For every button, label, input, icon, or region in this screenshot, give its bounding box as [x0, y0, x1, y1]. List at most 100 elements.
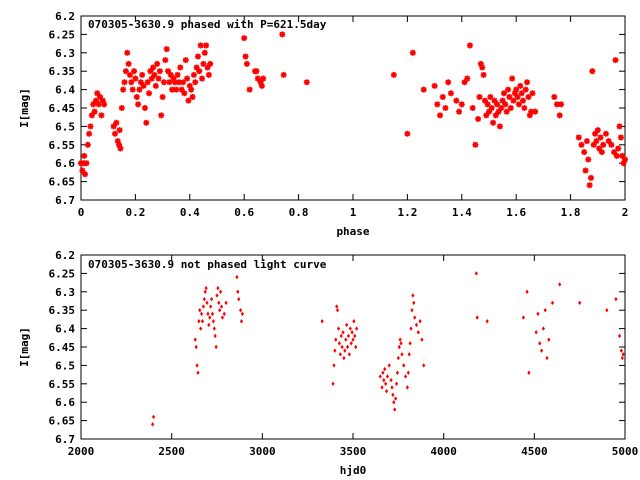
data-point	[345, 344, 350, 350]
data-point	[188, 86, 195, 93]
data-point	[469, 105, 476, 111]
data-point	[204, 285, 208, 291]
data-point	[550, 300, 555, 306]
data-point	[534, 330, 538, 335]
data-point	[551, 93, 558, 100]
data-point	[163, 46, 170, 53]
data-point	[575, 134, 582, 141]
data-point	[605, 308, 609, 313]
data-point	[320, 319, 324, 324]
data-point	[481, 97, 488, 104]
data-point	[238, 308, 243, 313]
data-point	[148, 75, 155, 82]
data-point	[217, 300, 221, 306]
data-point	[511, 90, 518, 97]
x-tick-label: 4000	[430, 445, 457, 458]
data-point	[458, 101, 465, 108]
data-point	[120, 86, 127, 93]
data-point	[196, 370, 200, 375]
data-point	[483, 112, 490, 119]
data-point	[204, 64, 211, 71]
x-tick-label: 0.4	[180, 206, 200, 219]
data-point	[335, 308, 340, 313]
plot-frame	[80, 15, 626, 201]
data-point	[385, 374, 390, 379]
data-point	[525, 289, 529, 294]
data-point	[199, 326, 203, 331]
data-point	[418, 319, 422, 324]
data-point	[437, 112, 444, 119]
data-point	[487, 93, 494, 100]
data-point	[113, 119, 120, 126]
data-point	[207, 322, 211, 328]
data-point	[598, 149, 605, 156]
data-point	[336, 326, 341, 331]
data-point	[521, 105, 528, 111]
data-point	[99, 97, 106, 104]
data-point	[177, 64, 184, 71]
data-point	[91, 108, 98, 115]
data-point	[399, 341, 403, 346]
data-point	[502, 101, 509, 108]
data-point	[583, 138, 590, 145]
x-tick-label: 1.8	[561, 206, 581, 219]
data-point	[578, 141, 585, 148]
y-tick-label: 6.7	[55, 433, 75, 446]
data-point	[354, 344, 358, 350]
data-point	[174, 71, 181, 78]
data-point	[170, 75, 177, 82]
data-point	[236, 289, 240, 294]
data-point	[398, 337, 402, 342]
data-point	[253, 68, 260, 75]
data-point	[199, 75, 206, 82]
data-point	[622, 156, 628, 163]
data-point	[146, 90, 152, 97]
data-point	[524, 79, 531, 86]
x-axis-label: hjd0	[340, 464, 367, 477]
data-point	[615, 145, 622, 152]
data-point	[529, 90, 536, 97]
data-point	[210, 311, 215, 317]
data-point	[224, 300, 228, 306]
data-point	[522, 86, 529, 93]
y-tick-label: 6.3	[55, 286, 75, 299]
data-point	[81, 152, 88, 159]
data-point	[218, 308, 222, 313]
y-tick-label: 6.7	[55, 194, 75, 207]
data-point	[196, 68, 203, 75]
data-point	[608, 141, 615, 148]
data-point	[237, 296, 241, 302]
data-point	[143, 119, 150, 126]
data-point	[137, 79, 144, 86]
data-point	[121, 79, 128, 86]
data-point	[383, 366, 387, 372]
phased-light-curve-panel: 6.2 6.25 6.3 6.35 6.4 6.45 6.5 6.55 6.6 6.65 6.7 0…	[18, 10, 628, 238]
data-point	[337, 341, 341, 346]
y-tick-label: 6.2	[55, 10, 75, 23]
data-point	[461, 79, 468, 86]
data-point	[406, 370, 410, 375]
x-tick-label: 0.6	[234, 206, 254, 219]
x-tick-label: 1.4	[452, 206, 472, 219]
data-point	[558, 101, 565, 108]
data-point	[447, 90, 454, 97]
data-point	[122, 68, 129, 75]
data-point	[201, 49, 208, 56]
data-point	[165, 68, 172, 75]
data-point	[352, 319, 356, 324]
y-tick-label: 6.5	[55, 120, 75, 133]
data-point	[344, 337, 348, 342]
data-point	[392, 400, 396, 405]
data-point	[185, 97, 192, 104]
y-tick-label: 6.65	[49, 176, 76, 189]
data-point	[395, 370, 400, 375]
data-point	[431, 82, 438, 89]
data-point	[408, 341, 412, 346]
data-point	[197, 42, 204, 49]
data-point	[348, 326, 352, 331]
data-point	[389, 377, 393, 383]
data-point	[240, 311, 244, 317]
data-point	[215, 293, 219, 298]
data-point	[332, 363, 336, 368]
data-point	[339, 333, 343, 339]
